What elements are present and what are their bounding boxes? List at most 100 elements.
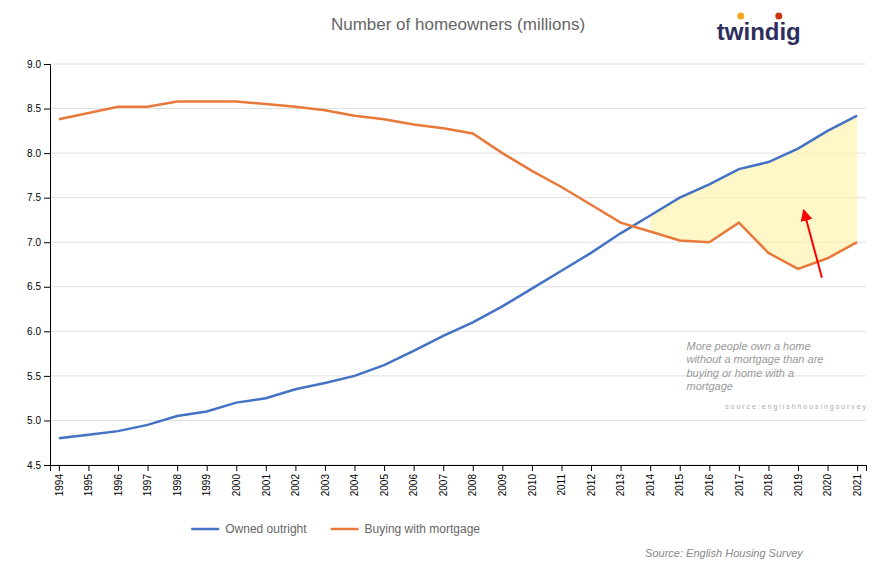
x-tick-mark bbox=[295, 465, 296, 471]
y-tick-label: 7.0 bbox=[27, 237, 41, 248]
x-tick-mark bbox=[59, 465, 60, 471]
x-tick-mark bbox=[384, 465, 385, 471]
y-tick: 7.5 bbox=[27, 192, 50, 203]
x-tick-mark bbox=[355, 465, 356, 471]
legend-item: Owned outright bbox=[191, 522, 307, 536]
x-tick-mark bbox=[857, 465, 858, 471]
x-tick: 2005 bbox=[379, 465, 390, 496]
legend-label: Owned outright bbox=[225, 522, 307, 536]
x-tick-label: 1998 bbox=[172, 474, 183, 497]
y-tick-label: 8.5 bbox=[27, 103, 41, 114]
legend: Owned outright Buying with mortgage bbox=[191, 522, 480, 536]
x-tick: 2003 bbox=[320, 465, 331, 496]
grid-line bbox=[50, 153, 866, 154]
x-axis-line bbox=[51, 466, 867, 472]
series-line bbox=[59, 116, 857, 439]
y-tick-mark bbox=[44, 420, 50, 421]
y-tick: 8.0 bbox=[27, 148, 50, 159]
x-tick-label: 2001 bbox=[261, 474, 272, 497]
x-tick-mark bbox=[650, 465, 651, 471]
x-tick-label: 1995 bbox=[83, 474, 94, 497]
y-tick-mark bbox=[44, 109, 50, 110]
x-tick-label: 1994 bbox=[54, 474, 65, 497]
x-tick: 2008 bbox=[467, 465, 478, 496]
x-tick-label: 2017 bbox=[734, 474, 745, 497]
x-tick: 2019 bbox=[793, 465, 804, 496]
y-axis: 4.55.05.56.06.57.07.58.08.59.0 bbox=[27, 59, 50, 471]
x-tick: 2018 bbox=[763, 465, 774, 496]
grid bbox=[50, 64, 866, 465]
y-tick-mark bbox=[44, 331, 50, 332]
x-tick: 2006 bbox=[408, 465, 419, 496]
annotation-line: mortgage bbox=[686, 380, 732, 392]
x-tick-mark bbox=[88, 465, 89, 471]
x-tick-mark bbox=[443, 465, 444, 471]
x-tick-label: 2018 bbox=[763, 474, 774, 497]
x-tick-label: 2005 bbox=[379, 474, 390, 497]
x-tick-label: 2020 bbox=[822, 474, 833, 497]
x-tick-label: 2011 bbox=[556, 474, 567, 496]
y-tick: 7.0 bbox=[27, 237, 50, 248]
x-tick-mark bbox=[709, 465, 710, 471]
x-tick-label: 2013 bbox=[615, 474, 626, 497]
x-tick-mark bbox=[118, 465, 119, 471]
legend-item: Buying with mortgage bbox=[331, 522, 481, 536]
x-tick-mark bbox=[621, 465, 622, 471]
grid-line bbox=[50, 286, 866, 287]
x-tick: 2015 bbox=[674, 465, 685, 496]
x-tick: 1999 bbox=[201, 465, 212, 496]
x-tick-mark bbox=[473, 465, 474, 471]
y-tick-mark bbox=[44, 242, 50, 243]
x-tick: 2020 bbox=[822, 465, 833, 496]
x-tick-label: 1997 bbox=[142, 474, 153, 497]
series-line bbox=[59, 101, 857, 269]
marks bbox=[59, 101, 857, 438]
y-tick-mark bbox=[44, 153, 50, 154]
x-tick-label: 2004 bbox=[349, 474, 360, 497]
arrow bbox=[804, 211, 822, 278]
y-tick-label: 9.0 bbox=[27, 59, 41, 70]
legend-swatch bbox=[191, 528, 219, 531]
x-tick-label: 2015 bbox=[674, 474, 685, 497]
source: Source: English Housing Survey bbox=[645, 547, 804, 559]
y-tick: 9.0 bbox=[27, 59, 50, 70]
x-tick: 1996 bbox=[113, 465, 124, 496]
x-tick-label: 2010 bbox=[527, 474, 538, 497]
x-tick-label: 1996 bbox=[113, 474, 124, 497]
grid-line bbox=[50, 242, 866, 243]
annotation-line: More people own a home bbox=[686, 340, 810, 352]
annotation-small: s o u r c e : e n g l i s h h o u s i n … bbox=[725, 403, 866, 411]
logo-dot bbox=[737, 13, 744, 20]
x-tick-label: 2006 bbox=[408, 474, 419, 497]
x-tick: 2010 bbox=[527, 465, 538, 496]
y-tick-mark bbox=[44, 287, 50, 288]
chart: 4.55.05.56.06.57.07.58.08.59.01994199519… bbox=[0, 0, 896, 569]
grid-line bbox=[50, 64, 866, 65]
y-tick-label: 6.5 bbox=[27, 281, 41, 292]
logo-text: twindig bbox=[717, 18, 801, 45]
y-tick-mark bbox=[44, 64, 50, 65]
x-tick-mark bbox=[591, 465, 592, 471]
y-tick-mark bbox=[44, 376, 50, 377]
x-tick: 2016 bbox=[704, 465, 715, 496]
y-tick-label: 7.5 bbox=[27, 192, 41, 203]
x-tick-label: 2021 bbox=[852, 474, 863, 497]
y-tick-label: 4.5 bbox=[27, 460, 41, 471]
x-tick: 2002 bbox=[290, 465, 301, 496]
x-tick-label: 2009 bbox=[497, 474, 508, 497]
fill-between bbox=[650, 116, 857, 269]
annotation: More people own a homewithout a mortgage… bbox=[686, 340, 823, 392]
x-tick-mark bbox=[236, 465, 237, 471]
x-tick: 2017 bbox=[734, 465, 745, 496]
y-tick-mark bbox=[44, 198, 50, 199]
x-tick: 1997 bbox=[142, 465, 153, 496]
x-tick: 1994 bbox=[54, 465, 65, 496]
x-tick: 2004 bbox=[349, 465, 360, 496]
y-tick: 6.5 bbox=[27, 281, 50, 292]
x-tick: 2007 bbox=[438, 465, 449, 496]
y-tick-label: 8.0 bbox=[27, 148, 41, 159]
grid-line bbox=[50, 420, 866, 421]
x-tick-mark bbox=[828, 465, 829, 471]
x-tick-label: 2000 bbox=[231, 474, 242, 497]
x-tick-label: 2016 bbox=[704, 474, 715, 497]
